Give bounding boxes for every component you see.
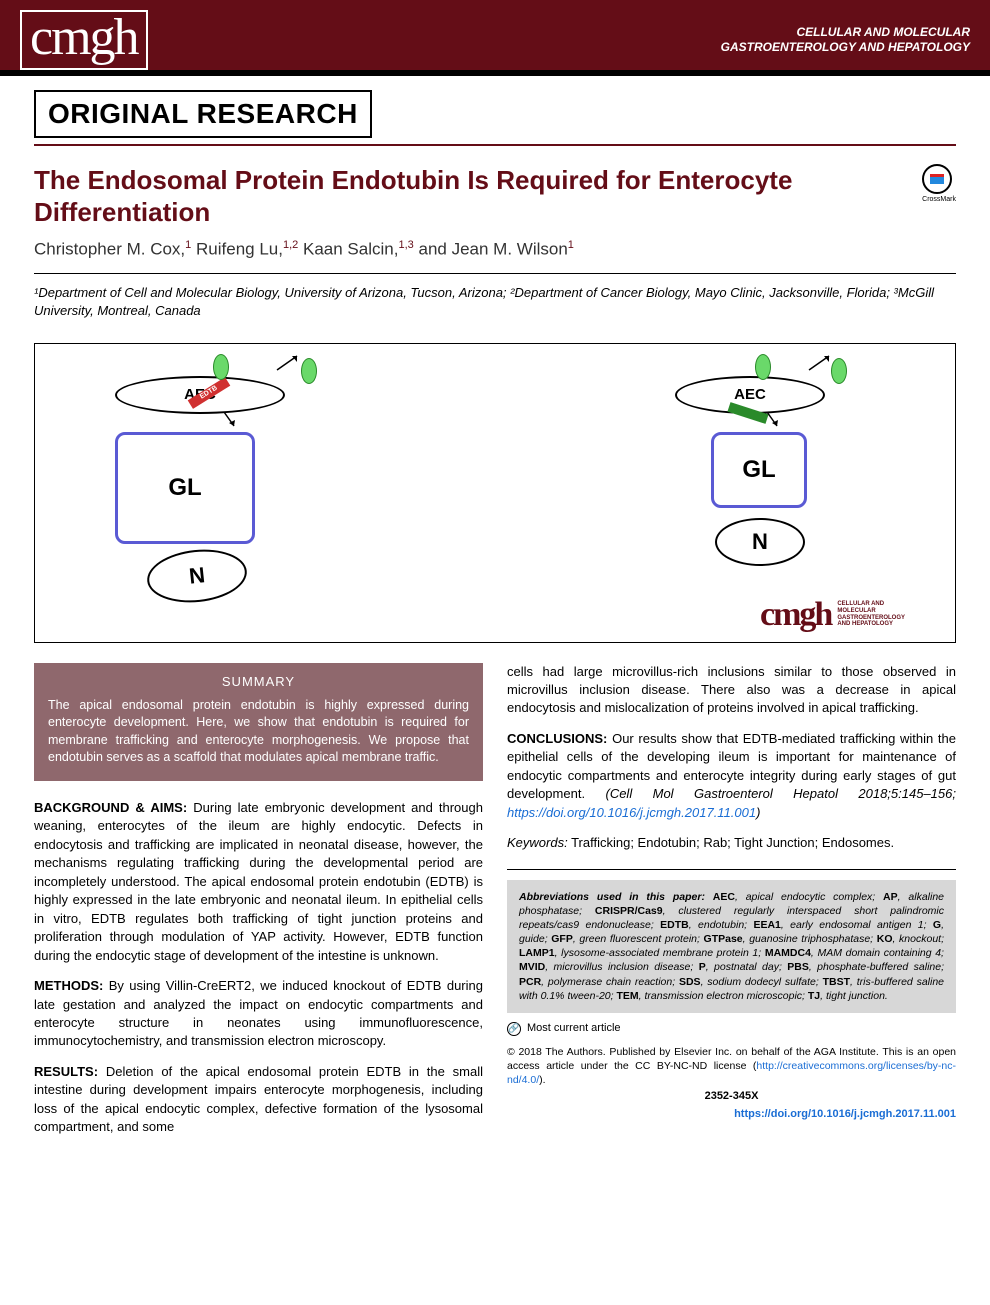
n-ellipse: N bbox=[145, 544, 250, 606]
doi-bottom-link[interactable]: https://doi.org/10.1016/j.jcmgh.2017.11.… bbox=[507, 1107, 956, 1123]
results-continued: cells had large microvillus-rich inclusi… bbox=[507, 663, 956, 718]
doi-link[interactable]: https://doi.org/10.1016/j.jcmgh.2017.11.… bbox=[507, 805, 756, 820]
figure-logo-subtitle: CELLULAR ANDMOLECULARGASTROENTEROLOGYAND… bbox=[837, 601, 905, 627]
summary-text: The apical endosomal protein endotubin i… bbox=[48, 697, 469, 767]
aec-ellipse: AEC bbox=[675, 376, 825, 414]
keywords-label: Keywords: bbox=[507, 835, 568, 850]
most-current-label: Most current article bbox=[527, 1021, 621, 1037]
gl-box: GL bbox=[711, 432, 807, 508]
abstract-columns: SUMMARY The apical endosomal protein end… bbox=[0, 663, 990, 1157]
paper-title: The Endosomal Protein Endotubin Is Requi… bbox=[34, 164, 794, 229]
results-head: RESULTS: bbox=[34, 1064, 98, 1079]
methods-head: METHODS: bbox=[34, 978, 103, 993]
aec-ellipse: AEC EDTB bbox=[115, 376, 285, 414]
figure-journal-logo: cmgh CELLULAR ANDMOLECULARGASTROENTEROLO… bbox=[760, 596, 905, 634]
journal-full-name: CELLULAR AND MOLECULAR GASTROENTEROLOGY … bbox=[721, 25, 970, 70]
crossmark-label: CrossMark bbox=[922, 196, 956, 203]
most-current-row[interactable]: 🔗 Most current article bbox=[507, 1021, 956, 1037]
copyright-text: © 2018 The Authors. Published by Elsevie… bbox=[507, 1045, 956, 1088]
figure-panel-left: AEC EDTB GL N bbox=[75, 362, 395, 602]
header-stripe bbox=[0, 70, 990, 76]
arrow-icon bbox=[220, 410, 240, 432]
affiliations: ¹Department of Cell and Molecular Biolog… bbox=[0, 274, 990, 334]
graphical-abstract: AEC EDTB GL N AEC GL N cmgh CELLULAR AND… bbox=[34, 343, 956, 643]
crossmark-badge[interactable]: CrossMark bbox=[922, 164, 956, 203]
crossmark-icon bbox=[922, 164, 952, 194]
vesicle-icon bbox=[755, 354, 771, 380]
vesicle-icon bbox=[213, 354, 229, 380]
column-divider bbox=[507, 869, 956, 870]
keywords-list: Trafficking; Endotubin; Rab; Tight Junct… bbox=[571, 835, 894, 850]
abbreviations-box: Abbreviations used in this paper: AEC, a… bbox=[507, 880, 956, 1013]
gl-box: GL bbox=[115, 432, 255, 544]
arrow-icon bbox=[807, 352, 837, 374]
title-area: The Endosomal Protein Endotubin Is Requi… bbox=[0, 146, 990, 235]
arrow-icon bbox=[275, 352, 305, 374]
n-ellipse: N bbox=[715, 518, 805, 566]
column-left: SUMMARY The apical endosomal protein end… bbox=[34, 663, 483, 1137]
abbrev-text: AEC, apical endocytic complex; AP, alkal… bbox=[519, 891, 944, 1002]
arrow-icon bbox=[763, 410, 783, 432]
summary-heading: SUMMARY bbox=[48, 673, 469, 691]
issn-text: 2352-345X bbox=[507, 1089, 956, 1105]
background-head: BACKGROUND & AIMS: bbox=[34, 800, 187, 815]
methods-paragraph: METHODS: By using Villin-CreERT2, we ind… bbox=[34, 977, 483, 1051]
results-paragraph: RESULTS: Deletion of the apical endosoma… bbox=[34, 1063, 483, 1137]
article-icon: 🔗 bbox=[507, 1022, 521, 1036]
journal-header: cmgh CELLULAR AND MOLECULAR GASTROENTERO… bbox=[0, 0, 990, 70]
journal-logo: cmgh bbox=[20, 10, 148, 70]
summary-box: SUMMARY The apical endosomal protein end… bbox=[34, 663, 483, 781]
abbrev-lead: Abbreviations used in this paper: bbox=[519, 891, 705, 903]
conclusions-head: CONCLUSIONS: bbox=[507, 731, 607, 746]
section-type-badge: ORIGINAL RESEARCH bbox=[34, 90, 372, 138]
conclusions-paragraph: CONCLUSIONS: Our results show that EDTB-… bbox=[507, 730, 956, 822]
column-right: cells had large microvillus-rich inclusi… bbox=[507, 663, 956, 1137]
citation-text: (Cell Mol Gastroenterol Hepatol 2018;5:1… bbox=[605, 786, 956, 801]
background-paragraph: BACKGROUND & AIMS: During late embryonic… bbox=[34, 799, 483, 965]
keywords-paragraph: Keywords: Trafficking; Endotubin; Rab; T… bbox=[507, 834, 956, 852]
author-list: Christopher M. Cox,1 Ruifeng Lu,1,2 Kaan… bbox=[0, 235, 990, 274]
figure-panel-right: AEC GL N bbox=[635, 362, 915, 602]
logo-text: cmgh bbox=[20, 10, 148, 70]
